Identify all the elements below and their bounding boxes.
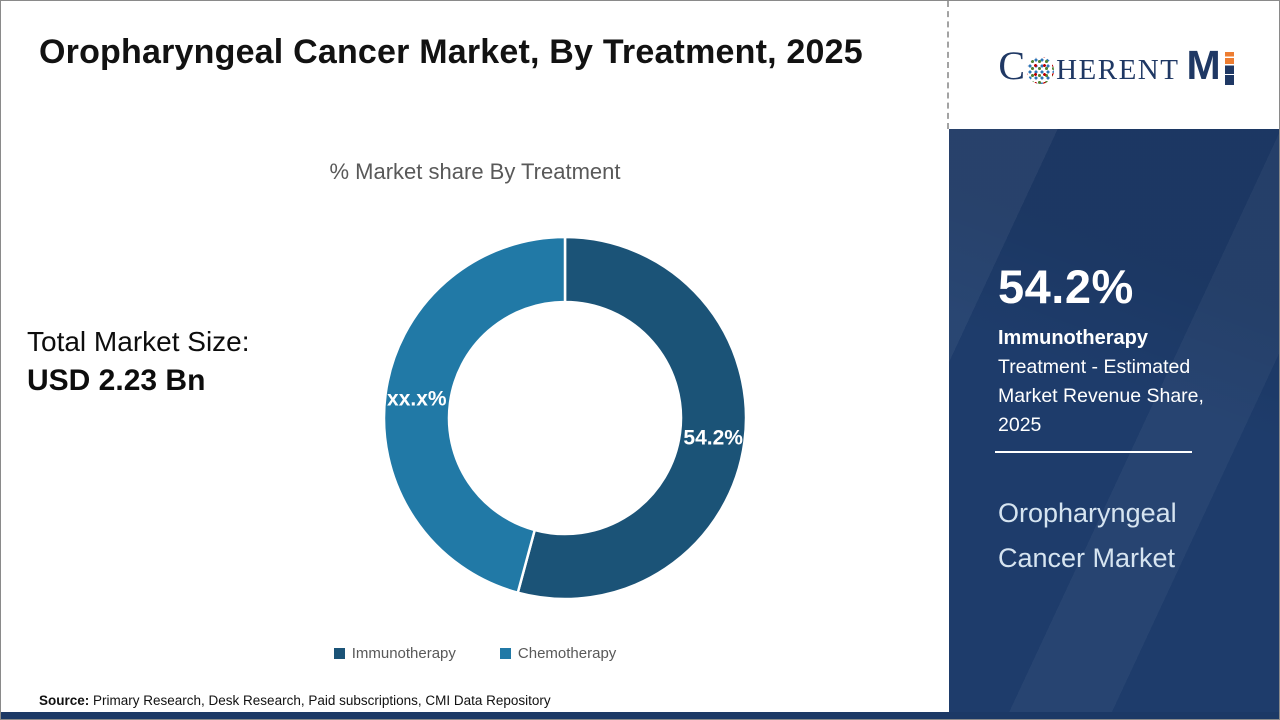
legend-label: Immunotherapy xyxy=(351,645,456,662)
sidebar-stat-value: 54.2% xyxy=(998,260,1134,313)
sidebar-panel-title: Oropharyngeal Cancer Market xyxy=(998,498,1177,573)
globe-dots-icon xyxy=(1027,56,1055,84)
sidebar-stat-description: Treatment - Estimated Market Revenue Sha… xyxy=(998,356,1204,436)
total-market-size-label: Total Market Size: xyxy=(27,326,250,357)
dashed-divider xyxy=(947,1,949,129)
logo-i-bar-icon xyxy=(1224,51,1234,85)
source-text: Primary Research, Desk Research, Paid su… xyxy=(89,693,551,708)
slice-label-immunotherapy: 54.2% xyxy=(683,427,743,450)
legend-item-immunotherapy: Immunotherapy xyxy=(333,645,456,662)
total-market-size: Total Market Size: USD 2.23 Bn xyxy=(27,323,250,401)
legend-item-chemotherapy: Chemotherapy xyxy=(499,645,617,662)
donut-slice-chemotherapy xyxy=(382,235,567,594)
legend-label: Chemotherapy xyxy=(517,645,617,662)
slice-label-chemotherapy: xx.x% xyxy=(387,387,447,410)
logo-letter-c: C xyxy=(998,42,1026,88)
coherentmi-logo: C HERENT M xyxy=(951,1,1279,129)
legend-swatch-icon xyxy=(333,648,345,659)
chart-title: % Market share By Treatment xyxy=(329,159,621,184)
logo-letter-m: M xyxy=(1186,41,1221,88)
logo-row: C HERENT M xyxy=(998,41,1234,88)
source-line: Source: Primary Research, Desk Research,… xyxy=(39,693,551,708)
source-label: Source: xyxy=(39,693,90,708)
total-market-size-value: USD 2.23 Bn xyxy=(27,364,206,397)
sidebar-stat-category: Immunotherapy xyxy=(998,327,1149,349)
page-title: Oropharyngeal Cancer Market, By Treatmen… xyxy=(39,33,863,71)
separator-line xyxy=(995,451,1192,453)
donut-chart: 54.2% xx.x% xyxy=(382,235,748,601)
sidebar: 54.2% Immunotherapy Treatment - Estimate… xyxy=(949,129,1279,712)
chart-legend: Immunotherapy Chemotherapy xyxy=(1,645,949,662)
legend-swatch-icon xyxy=(499,648,511,659)
logo-letters-herent: HERENT xyxy=(1056,53,1180,86)
donut-slice-immunotherapy xyxy=(516,235,748,601)
bottom-accent-bar xyxy=(1,712,1279,719)
